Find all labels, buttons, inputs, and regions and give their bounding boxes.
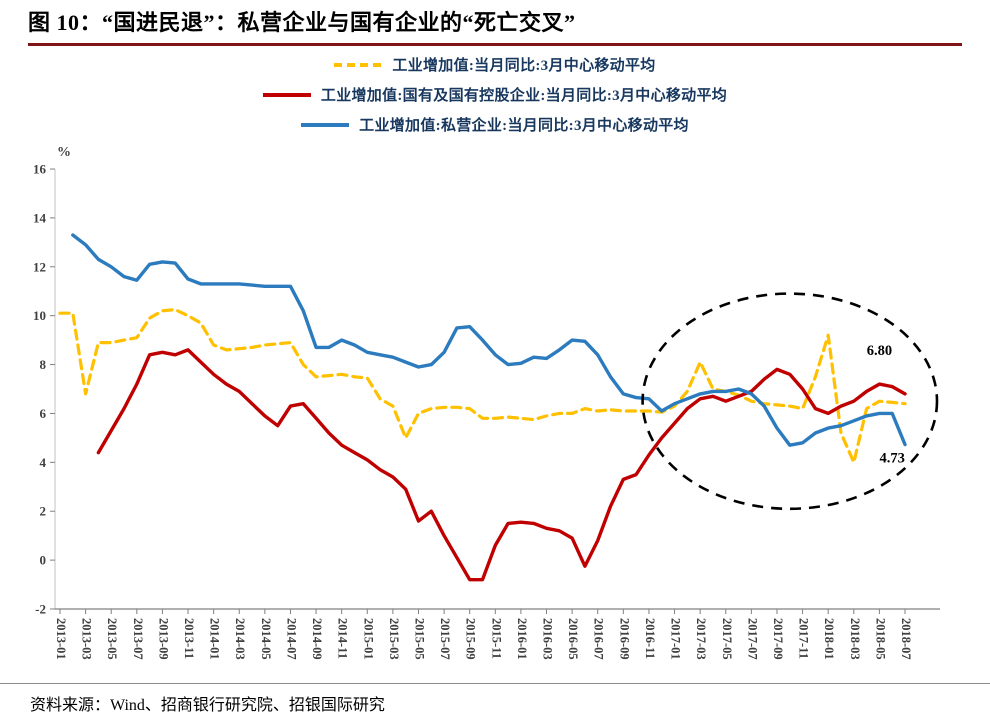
x-tick-label: 2013-09 (156, 618, 170, 660)
x-tick-label: 2013-11 (182, 618, 196, 659)
y-tick-label: 6 (40, 406, 47, 421)
annotation-4.73: 4.73 (880, 451, 905, 467)
legend-label: 工业增加值:当月同比:3月中心移动平均 (392, 58, 656, 75)
figure-title: 图 10：“国进民退”：私营企业与国有企业的“死亡交叉” (28, 10, 576, 35)
chart-legend: 工业增加值:当月同比:3月中心移动平均工业增加值:国有及国有控股企业:当月同比:… (0, 54, 990, 135)
x-tick-label: 2017-07 (745, 618, 759, 660)
x-tick-label: 2013-03 (80, 618, 94, 660)
x-tick-label: 2015-03 (387, 618, 401, 660)
x-tick-label: 2014-07 (284, 618, 298, 660)
series-line-overall (58, 308, 907, 465)
legend-line-swatch-private-icon (301, 122, 350, 127)
y-tick-label: 0 (40, 553, 47, 568)
x-tick-label: 2018-03 (848, 618, 862, 660)
x-tick-label: 2014-03 (233, 618, 247, 660)
y-tick-label: 12 (33, 260, 46, 275)
x-tick-label: 2014-11 (336, 618, 350, 659)
death-cross-highlight-ellipse (641, 292, 939, 511)
legend-line-swatch-soe-icon (262, 92, 311, 97)
x-tick-label: 2015-07 (438, 618, 452, 660)
series-line-soe (96, 348, 907, 582)
y-tick-label: 16 (33, 162, 47, 177)
legend-line-swatch-overall-icon (334, 62, 383, 67)
x-tick-label: 2013-01 (54, 618, 68, 660)
x-tick-label: 2015-05 (412, 618, 426, 660)
x-tick-label: 2015-09 (464, 618, 478, 660)
figure-footer: 资料来源：Wind、招商银行研究院、招银国际研究 (0, 683, 990, 725)
figure-header: 图 10：“国进民退”：私营企业与国有企业的“死亡交叉” (0, 0, 990, 47)
x-tick-label: 2013-05 (105, 618, 119, 660)
y-tick-label: -2 (35, 602, 46, 617)
x-tick-label: 2017-01 (669, 618, 683, 660)
legend-item-soe: 工业增加值:国有及国有控股企业:当月同比:3月中心移动平均 (262, 84, 728, 105)
x-tick-label: 2017-05 (720, 618, 734, 660)
annotation-6.80: 6.80 (867, 343, 892, 359)
x-tick-label: 2015-01 (361, 618, 375, 660)
x-tick-label: 2016-03 (541, 618, 555, 660)
x-tick-label: 2018-05 (873, 618, 887, 660)
y-tick-label: 10 (33, 309, 46, 324)
y-axis-unit-label: % (57, 145, 71, 160)
legend-item-private: 工业增加值:私营企业:当月同比:3月中心移动平均 (301, 114, 689, 135)
series-line-private (71, 233, 907, 448)
x-tick-label: 2018-01 (822, 618, 836, 660)
x-tick-label: 2016-11 (643, 618, 657, 659)
x-tick-label: 2016-07 (592, 618, 606, 660)
x-tick-label: 2017-03 (694, 618, 708, 660)
y-tick-label: 2 (40, 504, 47, 519)
x-tick-label: 2017-09 (771, 618, 785, 660)
y-tick-label: 14 (33, 211, 47, 226)
x-axis-labels: 2013-01 2013-03 2013-05 2013-07 2013-09 2013-… (54, 609, 913, 660)
title-rule (28, 43, 962, 47)
y-tick-label: 4 (40, 455, 47, 470)
x-tick-label: 2016-05 (566, 618, 580, 660)
x-tick-label: 2017-11 (797, 618, 811, 659)
x-tick-label: 2014-01 (208, 618, 222, 660)
y-tick-label: 8 (40, 357, 47, 372)
x-tick-label: 2013-07 (131, 618, 145, 660)
legend-label: 工业增加值:私营企业:当月同比:3月中心移动平均 (359, 118, 689, 135)
x-tick-label: 2014-09 (310, 618, 324, 660)
y-axis-labels: -2 0 2 4 6 8 10 12 14 16 (33, 162, 55, 617)
source-note: 资料来源：Wind、招商银行研究院、招银国际研究 (30, 697, 385, 714)
x-tick-label: 2016-01 (515, 618, 529, 660)
x-tick-label: 2016-09 (617, 618, 631, 660)
x-tick-label: 2014-05 (259, 618, 273, 660)
x-tick-label: 2018-07 (899, 618, 913, 660)
legend-item-overall: 工业增加值:当月同比:3月中心移动平均 (334, 54, 655, 75)
legend-label: 工业增加值:国有及国有控股企业:当月同比:3月中心移动平均 (320, 88, 728, 105)
x-tick-label: 2015-11 (489, 618, 503, 659)
axes (54, 169, 940, 611)
